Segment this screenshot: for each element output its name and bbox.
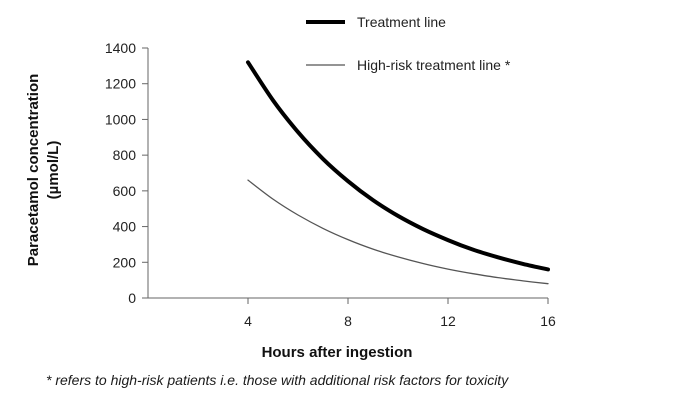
footnote: * refers to high-risk patients i.e. thos…	[46, 372, 509, 388]
y-tick-label-4: 800	[113, 147, 137, 163]
x-tick-label-2: 12	[440, 313, 456, 329]
x-tick-label-1: 8	[344, 313, 352, 329]
y-axis-title-line1: Paracetamol concentration	[25, 74, 42, 267]
x-axis-title: Hours after ingestion	[262, 344, 413, 361]
series-line-high-risk	[247, 179, 549, 285]
x-tick-label-0: 4	[244, 313, 252, 329]
legend-label-0: Treatment line	[357, 14, 446, 30]
axes: 0 200 400 600 800 1000 1200 1400 4 8 12 16	[105, 40, 556, 329]
legend: Treatment line High-risk treatment line *	[306, 14, 511, 73]
y-tick-label-6: 1200	[105, 76, 136, 92]
y-tick-label-7: 1400	[105, 40, 136, 56]
y-tick-label-2: 400	[113, 219, 137, 235]
y-tick-label-1: 200	[113, 254, 137, 270]
legend-label-1: High-risk treatment line *	[357, 57, 511, 73]
y-axis-title-line2: (µmol/L)	[45, 141, 62, 200]
series-line-treatment	[246, 60, 550, 272]
x-tick-label-3: 16	[540, 313, 556, 329]
y-tick-label-5: 1000	[105, 111, 136, 127]
y-tick-label-0: 0	[128, 290, 136, 306]
series-layer	[246, 60, 550, 285]
y-tick-label-3: 600	[113, 183, 137, 199]
